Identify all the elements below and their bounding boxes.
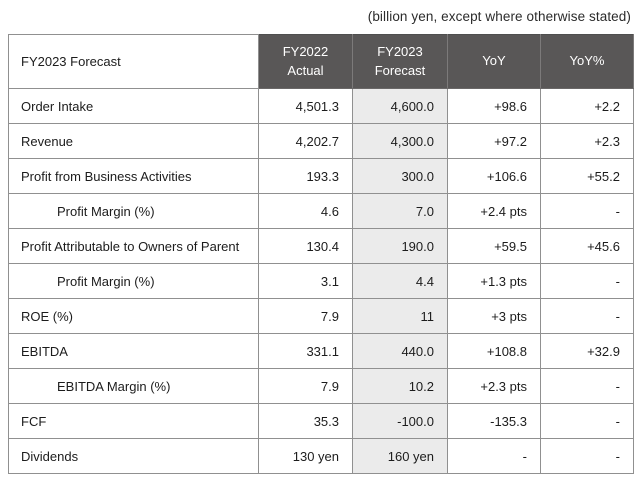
fy2023-forecast-value: 4,600.0: [352, 88, 448, 124]
header-yoy-pct: YoY%: [540, 34, 634, 89]
fy2023-forecast-value: 300.0: [352, 158, 448, 194]
header-fy2023-forecast: FY2023 Forecast: [352, 34, 448, 89]
yoy-pct-value: -: [540, 193, 634, 229]
row-label: Dividends: [8, 438, 259, 474]
fy2022-actual-value: 193.3: [258, 158, 353, 194]
header-yoy: YoY: [447, 34, 541, 89]
yoy-value: +59.5: [447, 228, 541, 264]
yoy-value: +1.3 pts: [447, 263, 541, 299]
row-label: Profit Attributable to Owners of Parent: [8, 228, 259, 264]
fy2023-forecast-value: 11: [352, 298, 448, 334]
fy2023-forecast-value: 10.2: [352, 368, 448, 404]
fy2022-actual-value: 7.9: [258, 298, 353, 334]
table-row-dividends: Dividends 130 yen 160 yen - -: [8, 438, 634, 474]
yoy-pct-value: +45.6: [540, 228, 634, 264]
fy2023-forecast-value: -100.0: [352, 403, 448, 439]
row-label: Revenue: [8, 123, 259, 159]
yoy-value: +98.6: [447, 88, 541, 124]
row-label: Order Intake: [8, 88, 259, 124]
fy2023-forecast-value: 160 yen: [352, 438, 448, 474]
yoy-value: +106.6: [447, 158, 541, 194]
fy2023-forecast-value: 7.0: [352, 193, 448, 229]
fy2022-actual-value: 35.3: [258, 403, 353, 439]
header-table-title: FY2023 Forecast: [8, 34, 259, 89]
header-fy2022-actual: FY2022 Actual: [258, 34, 353, 89]
fy2022-actual-value: 4,501.3: [258, 88, 353, 124]
fy2022-actual-value: 3.1: [258, 263, 353, 299]
forecast-table: FY2023 Forecast FY2022 Actual FY2023 For…: [8, 34, 634, 474]
row-label: EBITDA: [8, 333, 259, 369]
table-row-ebitda: EBITDA 331.1 440.0 +108.8 +32.9: [8, 333, 634, 369]
yoy-value: +2.3 pts: [447, 368, 541, 404]
row-label-indented: Profit Margin (%): [8, 263, 259, 299]
table-header: FY2023 Forecast FY2022 Actual FY2023 For…: [8, 34, 634, 89]
row-label: ROE (%): [8, 298, 259, 334]
yoy-pct-value: +2.2: [540, 88, 634, 124]
row-label-indented: EBITDA Margin (%): [8, 368, 259, 404]
yoy-value: -135.3: [447, 403, 541, 439]
table-body: Order Intake 4,501.3 4,600.0 +98.6 +2.2 …: [8, 88, 634, 474]
units-note: (billion yen, except where otherwise sta…: [367, 9, 631, 24]
yoy-pct-value: +32.9: [540, 333, 634, 369]
yoy-value: +3 pts: [447, 298, 541, 334]
yoy-pct-value: -: [540, 438, 634, 474]
table-row-revenue: Revenue 4,202.7 4,300.0 +97.2 +2.3: [8, 123, 634, 159]
yoy-pct-value: -: [540, 263, 634, 299]
fy2022-actual-value: 130 yen: [258, 438, 353, 474]
table-row-ebitda-margin: EBITDA Margin (%) 7.9 10.2 +2.3 pts -: [8, 368, 634, 404]
fy2023-forecast-value: 4,300.0: [352, 123, 448, 159]
yoy-pct-value: +2.3: [540, 123, 634, 159]
fy2023-forecast-value: 4.4: [352, 263, 448, 299]
fy2023-forecast-value: 190.0: [352, 228, 448, 264]
fy2022-actual-value: 4,202.7: [258, 123, 353, 159]
row-label: FCF: [8, 403, 259, 439]
table-row-profit-margin-2: Profit Margin (%) 3.1 4.4 +1.3 pts -: [8, 263, 634, 299]
yoy-value: +108.8: [447, 333, 541, 369]
table-row-profit-margin-1: Profit Margin (%) 4.6 7.0 +2.4 pts -: [8, 193, 634, 229]
yoy-pct-value: -: [540, 298, 634, 334]
table-row-profit-attributable: Profit Attributable to Owners of Parent …: [8, 228, 634, 264]
table-row-profit-business-activities: Profit from Business Activities 193.3 30…: [8, 158, 634, 194]
fy2022-actual-value: 130.4: [258, 228, 353, 264]
table-row-roe: ROE (%) 7.9 11 +3 pts -: [8, 298, 634, 334]
row-label: Profit from Business Activities: [8, 158, 259, 194]
yoy-pct-value: -: [540, 403, 634, 439]
row-label-indented: Profit Margin (%): [8, 193, 259, 229]
fy2022-actual-value: 331.1: [258, 333, 353, 369]
yoy-value: -: [447, 438, 541, 474]
table-row-order-intake: Order Intake 4,501.3 4,600.0 +98.6 +2.2: [8, 88, 634, 124]
fy2022-actual-value: 7.9: [258, 368, 353, 404]
yoy-pct-value: +55.2: [540, 158, 634, 194]
table-row-fcf: FCF 35.3 -100.0 -135.3 -: [8, 403, 634, 439]
yoy-value: +97.2: [447, 123, 541, 159]
yoy-pct-value: -: [540, 368, 634, 404]
fy2022-actual-value: 4.6: [258, 193, 353, 229]
yoy-value: +2.4 pts: [447, 193, 541, 229]
fy2023-forecast-value: 440.0: [352, 333, 448, 369]
header-row: FY2023 Forecast FY2022 Actual FY2023 For…: [8, 34, 634, 89]
